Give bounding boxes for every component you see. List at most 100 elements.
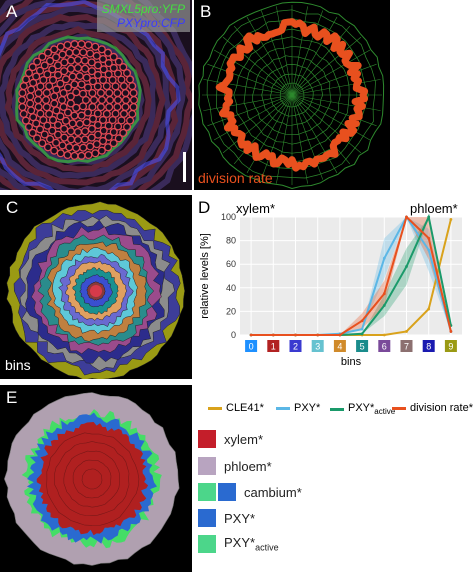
legend-cambium: cambium* — [198, 483, 302, 501]
y-tick-label: 40 — [226, 283, 236, 293]
cell — [19, 109, 28, 118]
cell — [57, 95, 67, 105]
cell — [121, 88, 130, 98]
panel-b-letter: B — [200, 2, 212, 21]
cell — [83, 83, 93, 92]
cell — [56, 149, 65, 158]
cell — [46, 56, 55, 66]
data-point — [316, 333, 320, 337]
cell — [113, 69, 123, 78]
legend-division-rate-swatch — [392, 406, 406, 410]
legend-pxy-label: PXY* — [294, 402, 321, 414]
cell — [66, 127, 75, 136]
cell — [21, 116, 30, 125]
cell — [93, 120, 103, 130]
cell — [39, 115, 48, 125]
x-tick-label: 4 — [337, 342, 342, 352]
cell — [60, 124, 69, 133]
cell — [50, 45, 59, 54]
cell — [43, 121, 52, 130]
cell — [46, 134, 55, 144]
cell — [82, 73, 91, 82]
cell — [91, 149, 100, 158]
cell — [48, 65, 57, 74]
cell — [80, 56, 89, 65]
cell — [42, 88, 51, 97]
cell — [56, 42, 65, 51]
cell — [45, 82, 54, 91]
cell — [128, 109, 137, 118]
cell — [68, 72, 77, 81]
cell — [19, 82, 28, 91]
cell — [28, 128, 37, 137]
x-tick-label: 6 — [382, 342, 387, 352]
cell — [88, 102, 97, 111]
legend-cambium-swatch-pxy — [218, 483, 236, 501]
panel-e-cell-types-map — [4, 392, 180, 566]
cell — [109, 127, 118, 137]
cell — [88, 77, 98, 86]
cell — [33, 95, 43, 105]
cell — [77, 40, 86, 49]
cell — [81, 127, 90, 136]
cell — [93, 109, 102, 118]
panel-c-bins-map — [6, 201, 185, 379]
cell — [60, 58, 69, 67]
x-tick-label: 3 — [315, 342, 320, 352]
cell — [93, 61, 103, 70]
x-tick-label: 5 — [360, 342, 365, 352]
bin-tick-box — [245, 340, 258, 352]
cell — [102, 82, 111, 91]
cell — [79, 143, 88, 152]
cell — [29, 113, 38, 122]
cell — [92, 140, 101, 149]
series-line — [251, 215, 452, 336]
cell — [98, 115, 108, 125]
cell — [52, 53, 61, 62]
data-point — [360, 332, 364, 336]
cell — [27, 85, 36, 94]
cell — [60, 133, 69, 142]
cell — [38, 139, 47, 148]
cell — [36, 82, 45, 91]
panel-b-caption: division rate — [198, 170, 273, 186]
data-point — [427, 236, 431, 240]
panel-c-caption: bins — [5, 357, 31, 373]
legend-pxy-active-e: PXY*active — [198, 535, 279, 553]
cell — [78, 102, 88, 111]
cell — [66, 99, 75, 108]
cell — [73, 127, 83, 137]
panel-b-division-map — [198, 1, 385, 190]
cell — [93, 130, 103, 139]
cell — [114, 57, 123, 66]
tissue-ring — [4, 26, 152, 173]
legend-pxy-active-swatch — [330, 407, 344, 411]
cell — [109, 63, 118, 73]
legend-pxy-swatch — [276, 406, 290, 410]
legend-pxy-e-label: PXY* — [224, 510, 256, 526]
cell — [65, 143, 74, 152]
cell — [17, 95, 27, 105]
legend-pxy: PXY* — [276, 402, 320, 414]
cell — [117, 75, 126, 84]
bin-tick-box — [289, 340, 302, 352]
cell — [113, 102, 122, 111]
legend-cle41-label: CLE41* — [226, 402, 264, 414]
legend-cambium-swatch-active — [198, 483, 216, 501]
cell — [121, 95, 131, 105]
x-tick-label: 7 — [404, 342, 409, 352]
data-point — [405, 215, 408, 219]
legend-phloem-label: phloem* — [224, 458, 272, 474]
cell — [104, 132, 113, 141]
legend-pxy-active-e-swatch — [198, 535, 216, 553]
cell — [58, 141, 67, 150]
panel-d: D xylem* phloem* 0 20 40 60 80 100 0 1 2 3 4 5 6 7 8 9 b… — [194, 195, 474, 379]
cell — [34, 102, 43, 111]
cell — [72, 103, 81, 112]
data-point — [382, 333, 386, 337]
scale-bar — [183, 152, 186, 182]
cell — [48, 75, 58, 85]
x-tick-label: 8 — [426, 342, 431, 352]
legend-xylem: xylem* — [198, 430, 263, 448]
data-point — [382, 304, 386, 307]
